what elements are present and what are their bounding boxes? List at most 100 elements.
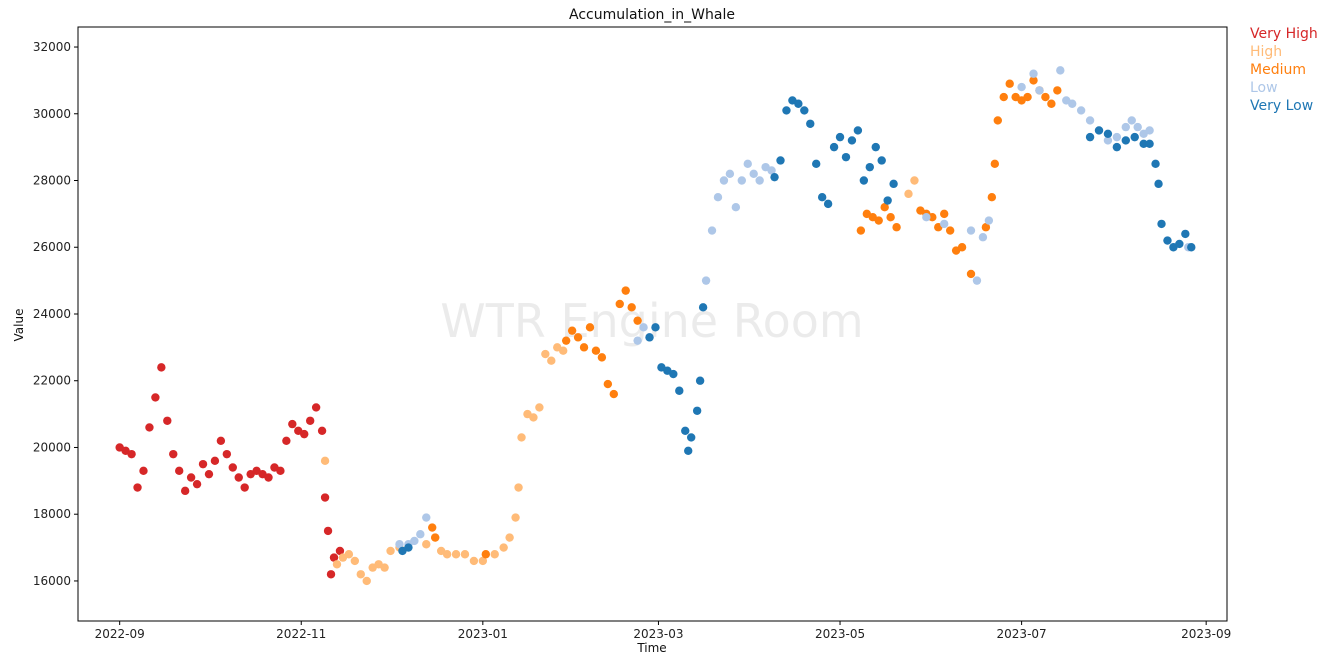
y-tick-label: 26000	[33, 240, 71, 254]
chart-title: Accumulation_in_Whale	[569, 7, 735, 23]
x-tick-label: 2023-09	[1181, 627, 1231, 641]
data-point	[362, 576, 371, 586]
data-point	[1175, 239, 1184, 249]
legend-entry: Very High	[1250, 26, 1318, 42]
data-point	[993, 116, 1002, 125]
data-point	[490, 550, 499, 559]
data-point	[311, 403, 321, 412]
data-point	[743, 159, 752, 169]
data-point	[585, 323, 595, 332]
data-point	[234, 473, 243, 482]
data-point	[380, 563, 389, 572]
data-point	[535, 403, 544, 412]
data-point	[770, 172, 779, 182]
data-point	[1103, 136, 1113, 145]
data-point	[517, 433, 526, 442]
data-point	[186, 473, 196, 482]
y-axis-ticks: 16000 18000 20000 22000 24000 26000 28000 30000…	[33, 40, 78, 588]
data-point	[928, 213, 937, 222]
data-point	[139, 466, 148, 476]
data-point	[940, 219, 949, 229]
data-point	[853, 126, 863, 135]
x-axis-label: Time	[636, 641, 666, 654]
data-point	[127, 449, 136, 459]
data-point	[806, 119, 815, 128]
data-point	[1112, 142, 1122, 152]
data-point	[240, 483, 249, 492]
data-point	[573, 333, 583, 342]
data-point	[505, 533, 514, 542]
data-point	[547, 356, 556, 365]
data-point	[210, 456, 220, 466]
y-tick-label: 22000	[33, 374, 71, 388]
data-point	[874, 216, 883, 225]
data-point	[1035, 86, 1044, 95]
data-point	[1029, 76, 1038, 85]
data-point	[1085, 132, 1095, 142]
data-point	[1094, 126, 1104, 135]
data-point	[1163, 236, 1172, 245]
data-point	[469, 556, 479, 566]
data-point	[800, 106, 809, 115]
data-point	[317, 426, 327, 435]
data-point	[404, 543, 413, 552]
data-point	[1181, 229, 1190, 239]
y-tick-label: 16000	[33, 574, 71, 588]
data-point	[335, 546, 345, 556]
data-point	[320, 456, 330, 466]
data-point	[133, 483, 142, 492]
data-point	[966, 226, 976, 235]
data-point	[1130, 132, 1139, 142]
data-point	[192, 479, 202, 489]
data-point	[222, 449, 232, 459]
data-point	[1121, 136, 1130, 145]
data-point	[541, 349, 550, 359]
data-point	[499, 543, 508, 552]
data-point	[1068, 99, 1077, 108]
data-point	[386, 546, 395, 556]
data-point	[145, 423, 154, 432]
data-point	[288, 419, 297, 429]
data-point	[615, 299, 624, 309]
data-point	[1103, 129, 1113, 138]
data-point	[163, 416, 172, 425]
data-point	[859, 176, 869, 185]
data-point	[529, 413, 538, 422]
data-point	[633, 316, 642, 325]
y-tick-label: 24000	[33, 307, 71, 321]
data-point	[719, 176, 729, 185]
data-point	[1085, 116, 1095, 125]
data-point	[428, 523, 437, 532]
data-point	[326, 570, 336, 579]
data-point	[829, 142, 839, 152]
data-point	[627, 303, 636, 312]
data-point	[478, 556, 488, 566]
data-point	[481, 550, 491, 559]
data-point	[1029, 69, 1038, 78]
legend-entry: Medium	[1250, 62, 1306, 78]
x-tick-label: 2022-09	[95, 627, 145, 641]
data-point	[1047, 99, 1056, 108]
data-point	[651, 323, 660, 332]
y-tick-label: 32000	[33, 40, 71, 54]
data-point	[707, 226, 717, 235]
data-point	[1076, 106, 1086, 115]
data-point	[737, 176, 747, 185]
data-point	[984, 216, 994, 225]
data-point	[966, 269, 976, 279]
data-point	[1145, 126, 1154, 135]
data-point	[332, 560, 342, 569]
data-point	[597, 353, 607, 362]
data-point	[431, 533, 440, 542]
data-point	[835, 132, 845, 142]
data-point	[886, 213, 895, 222]
data-point	[823, 199, 833, 209]
data-point	[151, 393, 160, 402]
data-point	[755, 176, 764, 185]
data-point	[561, 336, 571, 345]
data-point	[1187, 243, 1196, 252]
data-point	[198, 459, 208, 469]
data-point	[1005, 79, 1014, 88]
x-tick-label: 2022-11	[276, 627, 326, 641]
